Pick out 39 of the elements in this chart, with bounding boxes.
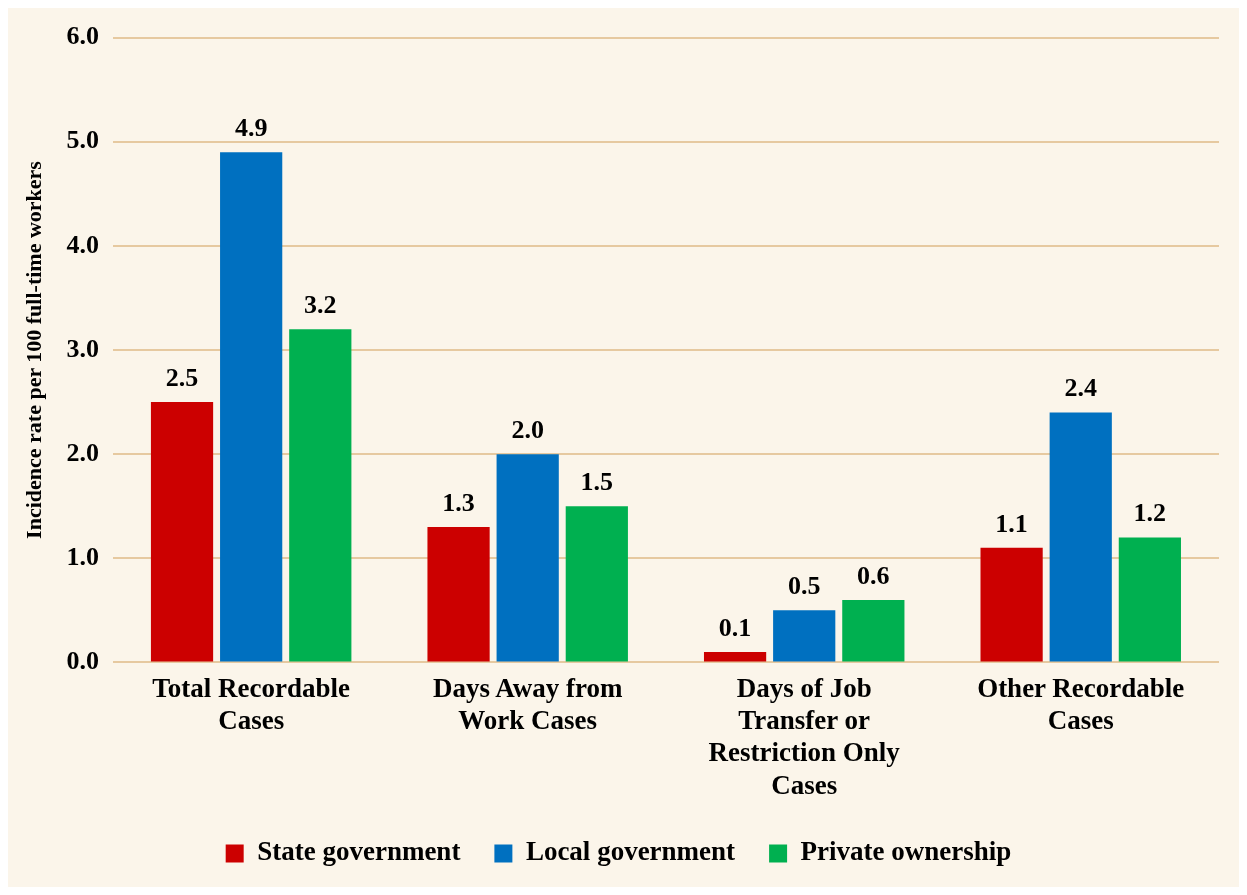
legend-label: State government	[257, 836, 461, 867]
y-tick-label: 5.0	[66, 125, 99, 155]
bar	[289, 329, 352, 662]
y-tick-label: 6.0	[66, 21, 99, 51]
bar	[565, 506, 628, 662]
data-label: 0.1	[718, 612, 752, 642]
legend-label: Private ownership	[800, 836, 1012, 867]
data-label: 2.4	[1064, 373, 1097, 403]
y-tick-label: 3.0	[66, 333, 99, 363]
data-label: 2.5	[165, 362, 199, 392]
y-tick-label: 4.0	[66, 229, 99, 259]
y-tick-label: 2.0	[66, 437, 99, 467]
x-tick-label: Other Recordable Cases	[977, 672, 1185, 735]
bar	[427, 527, 490, 662]
data-label: 0.5	[787, 571, 821, 601]
bar	[980, 547, 1043, 662]
data-label: 2.0	[511, 414, 544, 444]
y-tick-label: 0.0	[66, 646, 99, 676]
bar	[496, 454, 559, 662]
bar	[1118, 537, 1181, 662]
data-label: 1.2	[1133, 498, 1167, 528]
bar	[1049, 412, 1112, 662]
x-tick-label: Days of Job Transfer or Restriction Only Cases	[708, 672, 901, 800]
bar	[220, 152, 283, 662]
bar	[150, 402, 214, 662]
bar	[703, 651, 767, 662]
data-label: 3.2	[304, 289, 337, 319]
bar	[773, 610, 836, 662]
y-tick-label: 1.0	[66, 541, 99, 571]
data-label: 4.9	[234, 112, 268, 142]
legend-label: Local government	[525, 836, 736, 867]
y-axis-title: Incidence rate per 100 full-time workers	[20, 160, 46, 539]
data-label: 1.3	[442, 487, 475, 517]
data-label: 1.5	[580, 466, 614, 496]
data-label: 0.6	[857, 560, 890, 590]
data-label: 1.1	[995, 508, 1028, 538]
x-tick-label: Total Recordable Cases	[152, 672, 351, 735]
bar	[842, 599, 905, 662]
x-tick-label: Days Away from Work Cases	[432, 672, 623, 735]
